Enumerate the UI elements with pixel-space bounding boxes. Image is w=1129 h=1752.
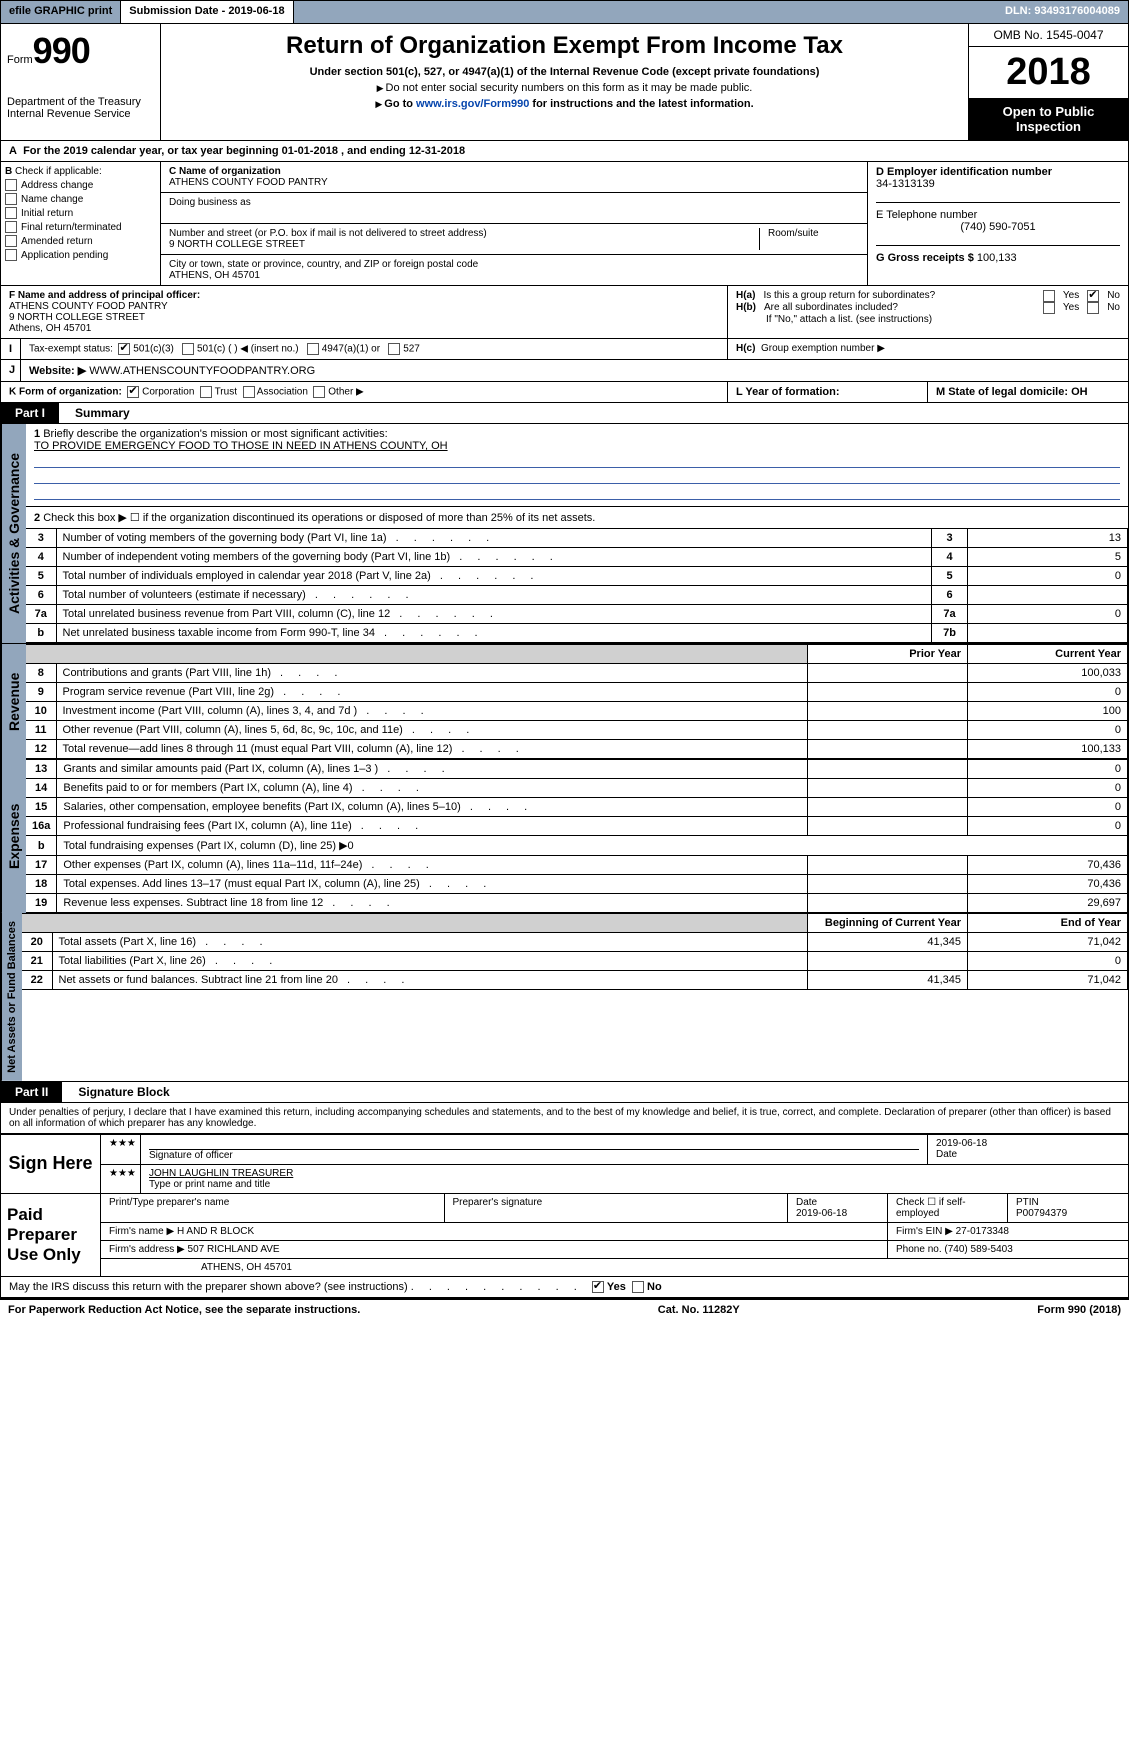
irs-link[interactable]: www.irs.gov/Form990 — [416, 98, 529, 110]
preparer-phone: (740) 589-5403 — [944, 1244, 1012, 1255]
footer: For Paperwork Reduction Act Notice, see … — [0, 1300, 1129, 1320]
chk-amended[interactable]: Amended return — [5, 235, 156, 247]
paid-preparer-label: Paid Preparer Use Only — [1, 1194, 101, 1276]
header-right: OMB No. 1545-0047 2018 Open to Public In… — [968, 24, 1128, 140]
chk-final-return[interactable]: Final return/terminated — [5, 221, 156, 233]
form-prefix: Form — [7, 54, 33, 66]
block-deg: D Employer identification number 34-1313… — [868, 162, 1128, 285]
expenses-table: 13Grants and similar amounts paid (Part … — [26, 759, 1128, 913]
submission-date: Submission Date - 2019-06-18 — [121, 1, 293, 23]
omb-number: OMB No. 1545-0047 — [969, 24, 1128, 47]
efile-label: efile GRAPHIC print — [1, 1, 121, 23]
row-i: I Tax-exempt status: 501(c)(3) 501(c) ( … — [0, 339, 1129, 360]
discuss-no[interactable] — [632, 1281, 644, 1293]
row-a: A For the 2019 calendar year, or tax yea… — [0, 141, 1129, 162]
note-ssn: Do not enter social security numbers on … — [386, 82, 753, 94]
dln: DLN: 93493176004089 — [997, 1, 1128, 23]
ptin: P00794379 — [1016, 1208, 1067, 1219]
chk-address-change[interactable]: Address change — [5, 179, 156, 191]
sign-here-block: Sign Here ★★★ Signature of officer 2019-… — [0, 1134, 1129, 1194]
section-governance: Activities & Governance 1 Briefly descri… — [0, 424, 1129, 643]
chk-501c3[interactable] — [118, 343, 130, 355]
dept-treasury: Department of the Treasury — [7, 96, 154, 108]
discuss-yes[interactable] — [592, 1281, 604, 1293]
header-left: Form990 Department of the Treasury Inter… — [1, 24, 161, 140]
form-header: Form990 Department of the Treasury Inter… — [0, 24, 1129, 141]
irs-label: Internal Revenue Service — [7, 108, 154, 120]
part2-header: Part II Signature Block — [0, 1082, 1129, 1103]
tax-year: 2018 — [969, 47, 1128, 98]
street: 9 NORTH COLLEGE STREET — [169, 239, 759, 250]
row-klm: K Form of organization: Corporation Trus… — [0, 382, 1129, 403]
firm-name: H AND R BLOCK — [177, 1226, 254, 1237]
governance-table: 3Number of voting members of the governi… — [26, 528, 1128, 643]
org-name: ATHENS COUNTY FOOD PANTRY — [169, 177, 859, 188]
block-c: C Name of organization ATHENS COUNTY FOO… — [161, 162, 868, 285]
ein: 34-1313139 — [876, 178, 935, 190]
vlabel-revenue: Revenue — [1, 644, 26, 759]
part1-header: Part I Summary — [0, 403, 1129, 424]
vlabel-governance: Activities & Governance — [1, 424, 26, 643]
section-bcd: B Check if applicable: Address change Na… — [0, 162, 1129, 286]
ha-yes[interactable] — [1043, 290, 1055, 302]
chk-corp[interactable] — [127, 386, 139, 398]
paid-preparer-block: Paid Preparer Use Only Print/Type prepar… — [0, 1194, 1129, 1277]
arrow-icon — [375, 98, 384, 110]
section-fh: F Name and address of principal officer:… — [0, 286, 1129, 339]
netassets-table: Beginning of Current YearEnd of Year 20T… — [22, 913, 1128, 990]
header-center: Return of Organization Exempt From Incom… — [161, 24, 968, 140]
website: WWW.ATHENSCOUNTYFOODPANTRY.ORG — [89, 365, 315, 377]
section-netassets: Net Assets or Fund Balances Beginning of… — [0, 913, 1129, 1082]
hb-no[interactable] — [1087, 302, 1099, 314]
revenue-table: Prior YearCurrent Year 8Contributions an… — [26, 644, 1128, 759]
vlabel-expenses: Expenses — [1, 759, 26, 913]
vlabel-netassets: Net Assets or Fund Balances — [1, 913, 22, 1081]
chk-name-change[interactable]: Name change — [5, 193, 156, 205]
gross-receipts: 100,133 — [977, 252, 1017, 264]
arrow-icon — [377, 82, 386, 94]
form-title: Return of Organization Exempt From Incom… — [181, 32, 948, 60]
firm-ein: 27-0173348 — [956, 1226, 1009, 1237]
sign-here-label: Sign Here — [1, 1135, 101, 1193]
ha-no[interactable] — [1087, 290, 1099, 302]
block-b: B Check if applicable: Address change Na… — [1, 162, 161, 285]
form-number: 990 — [33, 30, 90, 71]
row-j: J Website: ▶ WWW.ATHENSCOUNTYFOODPANTRY.… — [0, 360, 1129, 382]
efile-topbar: efile GRAPHIC print Submission Date - 20… — [0, 0, 1129, 24]
hb-yes[interactable] — [1043, 302, 1055, 314]
officer-name: JOHN LAUGHLIN TREASURER — [149, 1168, 293, 1179]
city: ATHENS, OH 45701 — [169, 270, 859, 281]
phone: (740) 590-7051 — [876, 221, 1120, 233]
chk-initial-return[interactable]: Initial return — [5, 207, 156, 219]
perjury-text: Under penalties of perjury, I declare th… — [0, 1103, 1129, 1134]
chk-pending[interactable]: Application pending — [5, 249, 156, 261]
form-subtitle: Under section 501(c), 527, or 4947(a)(1)… — [181, 66, 948, 78]
section-revenue: Revenue Prior YearCurrent Year 8Contribu… — [0, 643, 1129, 759]
open-public: Open to Public Inspection — [969, 98, 1128, 140]
section-expenses: Expenses 13Grants and similar amounts pa… — [0, 759, 1129, 913]
mission: TO PROVIDE EMERGENCY FOOD TO THOSE IN NE… — [34, 440, 448, 452]
